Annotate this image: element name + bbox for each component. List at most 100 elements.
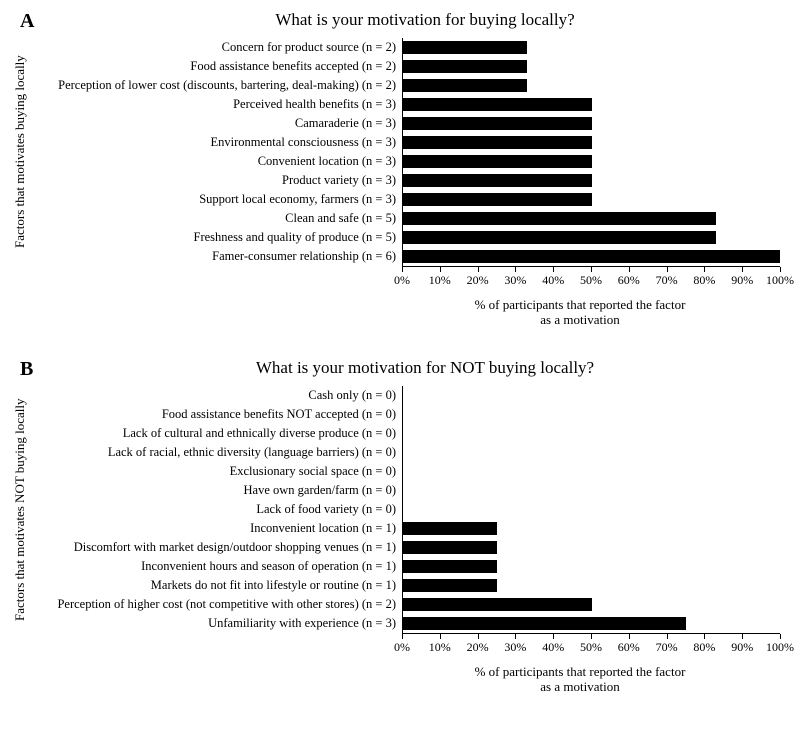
x-tick	[704, 634, 705, 639]
category-label: Perception of lower cost (discounts, bar…	[32, 78, 402, 93]
bar-row: Markets do not fit into lifestyle or rou…	[32, 576, 780, 595]
bar-plot	[402, 462, 780, 481]
category-label: Unfamiliarity with experience (n = 3)	[32, 616, 402, 631]
x-tick	[667, 267, 668, 272]
x-tick-label: 100%	[766, 640, 794, 655]
bar-plot	[402, 595, 780, 614]
category-label: Discomfort with market design/outdoor sh…	[32, 540, 402, 555]
panel-b: B What is your motivation for NOT buying…	[10, 358, 780, 695]
x-tick-label: 60%	[618, 273, 640, 288]
x-tick-label: 70%	[656, 640, 678, 655]
bar-plot	[402, 114, 780, 133]
bar	[403, 617, 686, 630]
panel-a-x-label: % of participants that reported the fact…	[10, 298, 780, 328]
bar-row: Perception of higher cost (not competiti…	[32, 595, 780, 614]
bar-row: Food assistance benefits NOT accepted (n…	[32, 405, 780, 424]
bar-plot	[402, 443, 780, 462]
x-tick-label: 90%	[731, 273, 753, 288]
category-label: Food assistance benefits NOT accepted (n…	[32, 407, 402, 422]
x-tick	[515, 267, 516, 272]
bar-plot	[402, 57, 780, 76]
x-tick-label: 50%	[580, 640, 602, 655]
bar-row: Camaraderie (n = 3)	[32, 114, 780, 133]
x-tick-label: 40%	[542, 273, 564, 288]
bar-row: Convenient location (n = 3)	[32, 152, 780, 171]
x-tick	[629, 267, 630, 272]
bar-plot	[402, 247, 780, 266]
category-label: Lack of food variety (n = 0)	[32, 502, 402, 517]
bar-row: Environmental consciousness (n = 3)	[32, 133, 780, 152]
bar-plot	[402, 95, 780, 114]
bar	[403, 79, 527, 92]
bar	[403, 541, 497, 554]
x-tick-label: 60%	[618, 640, 640, 655]
bar-plot	[402, 190, 780, 209]
bar-plot	[402, 576, 780, 595]
bar-row: Cash only (n = 0)	[32, 386, 780, 405]
panel-b-x-label: % of participants that reported the fact…	[10, 665, 780, 695]
bar	[403, 231, 716, 244]
bar-plot	[402, 76, 780, 95]
bar-plot	[402, 133, 780, 152]
x-tick	[478, 634, 479, 639]
bar-row: Lack of food variety (n = 0)	[32, 500, 780, 519]
bar	[403, 174, 592, 187]
figure: A What is your motivation for buying loc…	[0, 0, 800, 735]
x-tick	[742, 267, 743, 272]
panel-b-x-axis: 0%10%20%30%40%50%60%70%80%90%100%	[402, 633, 780, 663]
bar	[403, 155, 592, 168]
bar	[403, 60, 527, 73]
x-tick-label: 80%	[693, 640, 715, 655]
category-label: Famer-consumer relationship (n = 6)	[32, 249, 402, 264]
bar-plot	[402, 152, 780, 171]
category-label: Environmental consciousness (n = 3)	[32, 135, 402, 150]
category-label: Exclusionary social space (n = 0)	[32, 464, 402, 479]
panel-b-y-label: Factors that motivates NOT buying locall…	[10, 386, 32, 633]
category-label: Freshness and quality of produce (n = 5)	[32, 230, 402, 245]
x-tick	[440, 267, 441, 272]
bar	[403, 117, 592, 130]
bar-row: Unfamiliarity with experience (n = 3)	[32, 614, 780, 633]
bar-row: Perception of lower cost (discounts, bar…	[32, 76, 780, 95]
bar-plot	[402, 171, 780, 190]
category-label: Inconvenient location (n = 1)	[32, 521, 402, 536]
bar	[403, 250, 780, 263]
bar-row: Clean and safe (n = 5)	[32, 209, 780, 228]
bar-plot	[402, 386, 780, 405]
bar-row: Lack of racial, ethnic diversity (langua…	[32, 443, 780, 462]
panel-a: A What is your motivation for buying loc…	[10, 10, 780, 328]
bar-row: Famer-consumer relationship (n = 6)	[32, 247, 780, 266]
category-label: Markets do not fit into lifestyle or rou…	[32, 578, 402, 593]
x-tick	[478, 267, 479, 272]
panel-b-letter: B	[20, 358, 33, 381]
panel-a-bars: Concern for product source (n = 2)Food a…	[32, 38, 780, 266]
bar-plot	[402, 481, 780, 500]
x-tick-label: 40%	[542, 640, 564, 655]
x-tick	[402, 634, 403, 639]
bar-plot	[402, 228, 780, 247]
bar-plot	[402, 424, 780, 443]
category-label: Inconvenient hours and season of operati…	[32, 559, 402, 574]
bar	[403, 560, 497, 573]
x-tick-label: 0%	[394, 640, 410, 655]
category-label: Perceived health benefits (n = 3)	[32, 97, 402, 112]
x-tick	[553, 634, 554, 639]
x-tick-label: 80%	[693, 273, 715, 288]
category-label: Convenient location (n = 3)	[32, 154, 402, 169]
x-tick-label: 20%	[467, 273, 489, 288]
x-tick	[591, 634, 592, 639]
x-tick-label: 100%	[766, 273, 794, 288]
bar-row: Concern for product source (n = 2)	[32, 38, 780, 57]
category-label: Camaraderie (n = 3)	[32, 116, 402, 131]
x-tick	[780, 634, 781, 639]
panel-a-x-axis: 0%10%20%30%40%50%60%70%80%90%100%	[402, 266, 780, 296]
x-tick-label: 50%	[580, 273, 602, 288]
category-label: Support local economy, farmers (n = 3)	[32, 192, 402, 207]
category-label: Cash only (n = 0)	[32, 388, 402, 403]
category-label: Concern for product source (n = 2)	[32, 40, 402, 55]
bar-row: Inconvenient location (n = 1)	[32, 519, 780, 538]
x-tick-label: 20%	[467, 640, 489, 655]
bar	[403, 522, 497, 535]
x-tick	[629, 634, 630, 639]
category-label: Perception of higher cost (not competiti…	[32, 597, 402, 612]
